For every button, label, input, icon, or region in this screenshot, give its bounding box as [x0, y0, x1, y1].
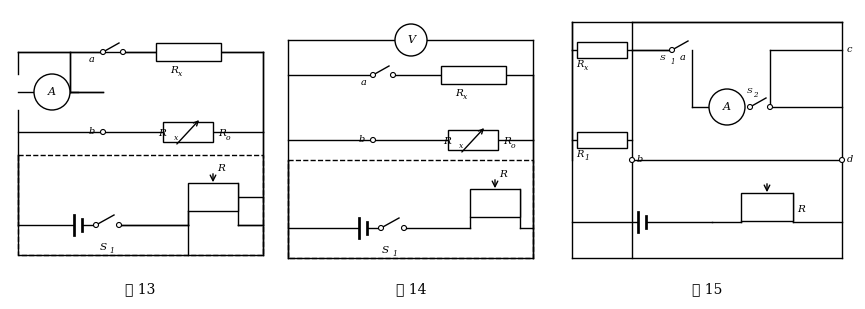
Text: A: A [48, 87, 56, 97]
Circle shape [93, 222, 99, 227]
Bar [470, 189, 520, 217]
Bar [577, 42, 627, 58]
Text: R: R [170, 66, 178, 75]
Text: x: x [584, 64, 588, 72]
Text: R: R [443, 138, 451, 146]
Text: 图 13: 图 13 [125, 282, 155, 296]
Bar [288, 160, 533, 258]
Bar [440, 66, 505, 84]
Text: S: S [660, 54, 666, 62]
Circle shape [120, 49, 125, 54]
Text: V: V [407, 35, 415, 45]
Circle shape [709, 89, 745, 125]
Text: 图 15: 图 15 [692, 282, 722, 296]
Bar [163, 122, 213, 142]
Circle shape [370, 138, 375, 142]
Circle shape [390, 73, 395, 78]
Text: c: c [847, 45, 853, 54]
Text: x: x [459, 142, 464, 150]
Bar [577, 132, 627, 148]
Circle shape [100, 49, 106, 54]
Bar [188, 183, 238, 211]
Text: x: x [174, 134, 178, 142]
Text: R: R [576, 150, 583, 159]
Text: R: R [217, 164, 225, 173]
Text: a: a [361, 78, 367, 87]
Circle shape [100, 129, 106, 134]
Bar [18, 155, 263, 255]
Text: R: R [455, 89, 463, 98]
Circle shape [630, 158, 635, 163]
Text: 图 14: 图 14 [396, 282, 426, 296]
Text: 1: 1 [584, 154, 589, 162]
Circle shape [767, 104, 772, 109]
Text: R: R [499, 170, 507, 179]
Text: 1: 1 [392, 250, 397, 258]
Text: S: S [747, 87, 753, 95]
Text: S: S [381, 246, 389, 255]
Circle shape [117, 222, 121, 227]
Text: o: o [511, 142, 516, 150]
Circle shape [401, 226, 407, 231]
Text: R: R [158, 129, 166, 138]
Bar [741, 193, 793, 221]
Text: d: d [847, 155, 853, 164]
Circle shape [670, 48, 675, 53]
Text: R: R [218, 129, 226, 138]
Text: x: x [463, 93, 467, 101]
Circle shape [34, 74, 70, 110]
Text: 1: 1 [671, 58, 676, 66]
Text: a: a [89, 55, 95, 64]
Text: R: R [503, 138, 511, 146]
Circle shape [370, 73, 375, 78]
Text: 2: 2 [753, 91, 758, 99]
Text: a: a [680, 53, 686, 62]
Circle shape [747, 104, 753, 109]
Circle shape [395, 24, 427, 56]
Text: A: A [723, 102, 731, 112]
Bar [448, 130, 498, 150]
Text: x: x [178, 70, 183, 78]
Bar [156, 43, 221, 61]
Circle shape [840, 158, 844, 163]
Circle shape [379, 226, 383, 231]
Text: b: b [89, 128, 95, 137]
Text: o: o [226, 134, 231, 142]
Text: R: R [576, 60, 583, 69]
Text: b: b [637, 155, 644, 164]
Text: S: S [99, 243, 107, 252]
Text: b: b [359, 136, 365, 145]
Text: R: R [797, 205, 804, 214]
Text: 1: 1 [109, 247, 114, 255]
